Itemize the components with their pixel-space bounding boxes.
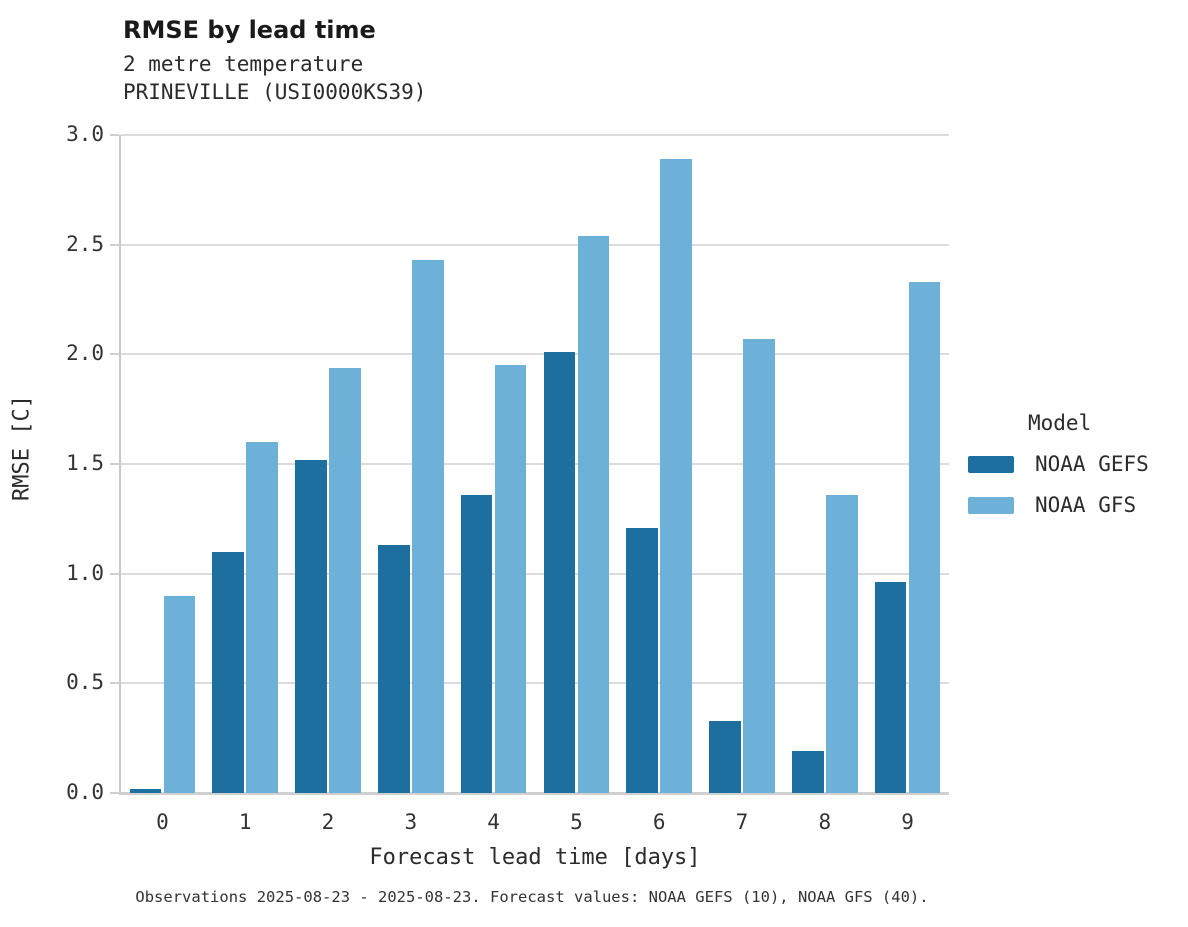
legend-label-noaa-gfs: NOAA GFS [1035,493,1137,517]
y-tick-mark-1.0 [110,572,119,575]
y-tick-mark-2.5 [110,243,119,246]
bar-noaa-gefs-lead-3 [378,545,410,793]
bar-noaa-gfs-lead-8 [826,494,858,793]
bar-noaa-gefs-lead-1 [212,551,244,793]
caption: Observations 2025-08-23 - 2025-08-23. Fo… [135,888,929,906]
legend-entry-noaa-gefs: NOAA GEFS [968,452,1178,476]
bar-noaa-gefs-lead-9 [874,582,907,793]
x-axis-baseline [119,792,949,795]
x-tick-label-6: 6 [652,810,666,834]
x-axis-title: Forecast lead time [days] [369,845,701,870]
x-tick-label-5: 5 [570,810,583,834]
bar-noaa-gfs-lead-5 [577,235,610,793]
legend-swatch-noaa-gefs [968,455,1014,473]
x-tick-label-3: 3 [404,810,418,834]
gridline-2.5 [121,243,949,246]
legend-entry-noaa-gfs: NOAA GFS [968,493,1178,517]
x-tick-label-8: 8 [818,810,832,834]
y-tick-label-0.5: 0.5 [66,670,104,695]
y-tick-label-2.5: 2.5 [66,231,104,256]
x-tick-label-1: 1 [238,810,252,834]
y-tick-mark-2.0 [110,353,119,356]
bar-noaa-gefs-lead-5 [543,352,576,793]
bar-noaa-gefs-lead-2 [295,459,327,793]
legend: Model NOAA GEFS NOAA GFS [968,411,1178,534]
bar-noaa-gefs-lead-4 [460,494,493,793]
gridline-1.0 [121,572,949,575]
y-tick-label-1.5: 1.5 [66,451,104,475]
x-tick-label-7: 7 [735,810,749,834]
chart-subtitle-variable: 2 metre temperature [123,52,364,76]
y-tick-mark-3.0 [110,134,119,136]
bar-noaa-gefs-lead-8 [792,751,824,793]
x-tick-label-0: 0 [156,810,169,834]
y-tick-mark-0.5 [110,682,119,685]
bar-noaa-gefs-lead-0 [129,788,162,793]
gridline-1.5 [121,463,949,465]
bar-noaa-gfs-lead-1 [246,442,278,793]
bar-noaa-gfs-lead-3 [412,260,444,793]
gridline-2.0 [121,353,949,356]
bar-noaa-gfs-lead-0 [163,595,196,793]
bar-noaa-gfs-lead-6 [660,159,692,793]
y-tick-label-0.0: 0.0 [66,780,104,804]
bar-noaa-gefs-lead-7 [709,720,741,793]
y-axis-title: RMSE [C] [9,395,35,501]
x-tick-label-2: 2 [321,810,335,834]
y-tick-label-1.0: 1.0 [66,560,104,585]
x-tick-label-4: 4 [487,810,500,834]
y-tick-label-2.0: 2.0 [66,341,104,366]
gridline-3.0 [121,134,949,136]
y-axis-spine [119,135,121,795]
bar-noaa-gfs-lead-4 [494,365,527,793]
bar-noaa-gefs-lead-6 [626,527,658,793]
legend-title: Model [1028,411,1092,435]
gridline-0.5 [121,682,949,685]
bar-noaa-gfs-lead-2 [329,367,361,793]
chart-subtitle-station: PRINEVILLE (USI0000KS39) [123,80,427,104]
y-tick-label-3.0: 3.0 [66,122,104,146]
chart-title: RMSE by lead time [123,16,376,44]
bar-noaa-gfs-lead-9 [908,282,941,793]
bar-noaa-gfs-lead-7 [743,339,775,793]
y-tick-mark-0.0 [110,792,119,794]
y-tick-mark-1.5 [110,463,119,465]
plot-area [110,134,949,795]
legend-swatch-noaa-gfs [968,496,1014,514]
legend-label-noaa-gefs: NOAA GEFS [1035,452,1149,476]
x-tick-label-9: 9 [901,810,914,834]
